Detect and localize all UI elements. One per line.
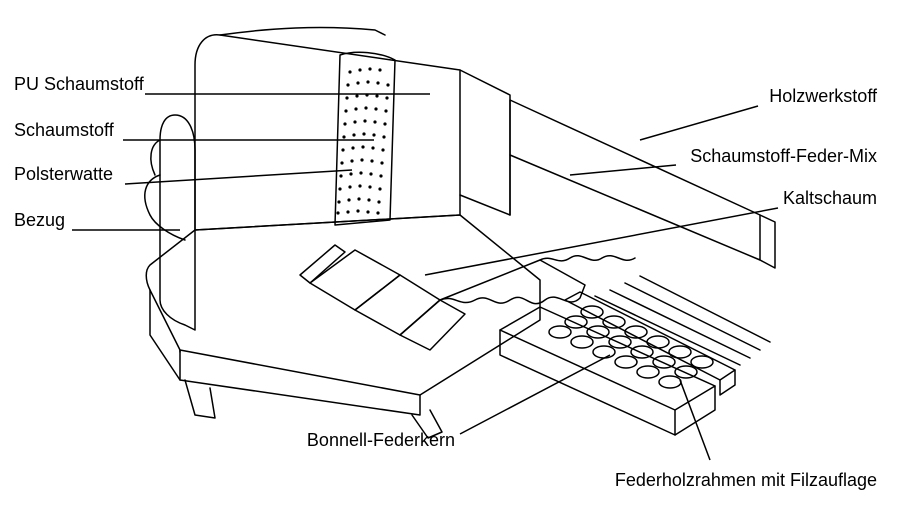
label-federholz: Federholzrahmen mit Filzauflage: [615, 470, 877, 491]
label-pu-schaumstoff: PU Schaumstoff: [14, 74, 144, 95]
label-bezug: Bezug: [14, 210, 65, 231]
label-bonnell: Bonnell-Federkern: [307, 430, 455, 451]
label-polsterwatte: Polsterwatte: [14, 164, 113, 185]
label-holzwerkstoff: Holzwerkstoff: [769, 86, 877, 107]
leader-kaltschaum: [425, 208, 778, 275]
label-schaumstoff: Schaumstoff: [14, 120, 114, 141]
leader-schaumstoff-feder: [570, 165, 676, 175]
leader-holzwerkstoff: [640, 106, 758, 140]
label-kaltschaum: Kaltschaum: [783, 188, 877, 209]
label-schaumstoff-feder: Schaumstoff-Feder-Mix: [690, 146, 877, 167]
leader-polsterwatte: [125, 170, 352, 184]
